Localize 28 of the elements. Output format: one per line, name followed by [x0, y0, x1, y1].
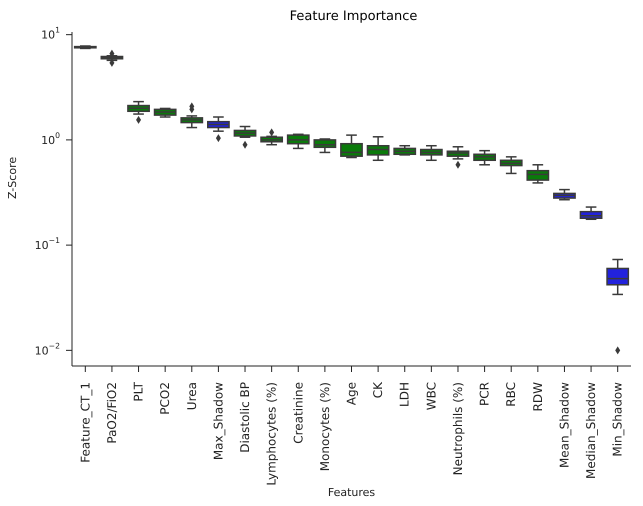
x-tick-label: Urea	[184, 382, 199, 410]
x-tick-label: Feature_CT_1	[78, 382, 92, 463]
chart-title: Feature Importance	[288, 8, 418, 26]
y-tick-label: 10$^{−1}$	[34, 236, 60, 252]
x-tick-label: RDW	[530, 382, 545, 412]
x-tick-label: Neutrophils (%)	[450, 382, 465, 476]
x-tick-label: Creatinine	[291, 382, 306, 444]
x-tick-label: Min_Shadow	[610, 382, 625, 457]
x-tick-label: PCR	[478, 382, 492, 406]
x-tick-label: Median_Shadow	[584, 382, 598, 479]
x-tick-label: RBC	[504, 382, 518, 407]
x-tick-label: PCO2	[158, 382, 172, 415]
y-axis-title: Z-Score	[6, 156, 19, 199]
x-tick-label: Age	[344, 382, 358, 406]
x-tick-label: CK	[371, 380, 386, 398]
y-tick-label: 10$^{−2}$	[34, 341, 60, 357]
x-tick-label: Lymphocytes (%)	[264, 382, 279, 486]
x-axis-title: Features	[328, 486, 376, 499]
y-tick-label: 10$^{0}$	[41, 130, 60, 146]
x-tick-label: Diastolic BP	[238, 382, 252, 453]
x-tick-label: PaO2/FiO2	[104, 382, 119, 444]
x-tick-label: Mean_Shadow	[557, 382, 572, 468]
x-tick-label: Monocytes (%)	[318, 382, 332, 472]
y-tick-label: 10$^{1}$	[41, 26, 60, 42]
x-tick-label: Max_Shadow	[211, 382, 226, 460]
x-tick-label: WBC	[424, 382, 438, 410]
x-tick-label: PLT	[132, 381, 146, 402]
x-tick-label: LDH	[398, 382, 412, 407]
